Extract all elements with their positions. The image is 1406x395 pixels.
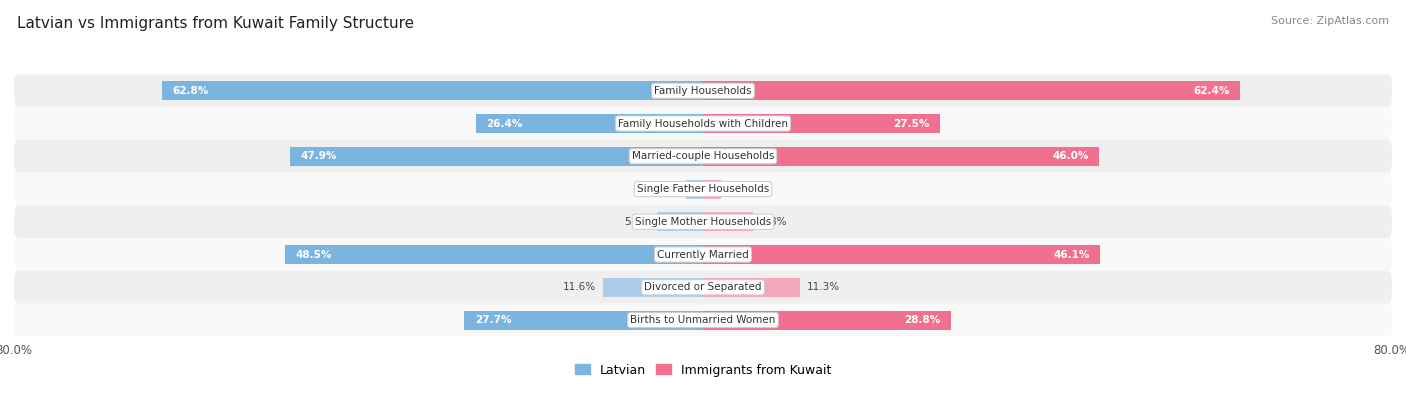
Bar xyxy=(162,81,703,100)
FancyBboxPatch shape xyxy=(14,271,1392,304)
Bar xyxy=(291,147,703,166)
Bar xyxy=(703,212,754,231)
Text: Births to Unmarried Women: Births to Unmarried Women xyxy=(630,315,776,325)
Text: Family Households: Family Households xyxy=(654,86,752,96)
Bar xyxy=(703,147,1099,166)
FancyBboxPatch shape xyxy=(14,238,1392,271)
Bar xyxy=(464,310,703,329)
FancyBboxPatch shape xyxy=(14,74,1392,107)
Text: 47.9%: 47.9% xyxy=(301,151,337,161)
Text: Source: ZipAtlas.com: Source: ZipAtlas.com xyxy=(1271,16,1389,26)
Bar xyxy=(603,278,703,297)
Text: 46.0%: 46.0% xyxy=(1053,151,1088,161)
Bar xyxy=(475,114,703,133)
FancyBboxPatch shape xyxy=(14,205,1392,238)
Text: 48.5%: 48.5% xyxy=(295,250,332,260)
Bar xyxy=(703,81,1240,100)
Bar xyxy=(703,310,950,329)
Text: Single Mother Households: Single Mother Households xyxy=(636,217,770,227)
Text: 2.1%: 2.1% xyxy=(728,184,755,194)
Bar xyxy=(703,179,721,199)
Text: Currently Married: Currently Married xyxy=(657,250,749,260)
Bar xyxy=(703,114,939,133)
FancyBboxPatch shape xyxy=(14,304,1392,337)
FancyBboxPatch shape xyxy=(14,173,1392,205)
Text: 46.1%: 46.1% xyxy=(1053,250,1090,260)
Text: 11.3%: 11.3% xyxy=(807,282,841,292)
Legend: Latvian, Immigrants from Kuwait: Latvian, Immigrants from Kuwait xyxy=(569,359,837,382)
Text: 27.7%: 27.7% xyxy=(475,315,512,325)
Text: 27.5%: 27.5% xyxy=(893,118,929,128)
Text: Married-couple Households: Married-couple Households xyxy=(631,151,775,161)
Text: 62.4%: 62.4% xyxy=(1194,86,1230,96)
Text: 5.8%: 5.8% xyxy=(759,217,786,227)
FancyBboxPatch shape xyxy=(14,107,1392,140)
Bar xyxy=(658,212,703,231)
Text: 2.0%: 2.0% xyxy=(652,184,679,194)
Bar xyxy=(703,278,800,297)
Text: 5.3%: 5.3% xyxy=(624,217,651,227)
Bar xyxy=(686,179,703,199)
Text: Latvian vs Immigrants from Kuwait Family Structure: Latvian vs Immigrants from Kuwait Family… xyxy=(17,16,413,31)
Bar xyxy=(285,245,703,264)
Text: 26.4%: 26.4% xyxy=(486,118,523,128)
Bar xyxy=(703,245,1099,264)
Text: 11.6%: 11.6% xyxy=(562,282,596,292)
Text: 62.8%: 62.8% xyxy=(173,86,208,96)
FancyBboxPatch shape xyxy=(14,140,1392,173)
Text: 28.8%: 28.8% xyxy=(904,315,941,325)
Text: Divorced or Separated: Divorced or Separated xyxy=(644,282,762,292)
Text: Family Households with Children: Family Households with Children xyxy=(619,118,787,128)
Text: Single Father Households: Single Father Households xyxy=(637,184,769,194)
